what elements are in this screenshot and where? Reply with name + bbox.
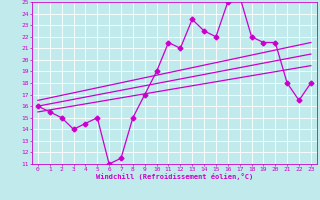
X-axis label: Windchill (Refroidissement éolien,°C): Windchill (Refroidissement éolien,°C) <box>96 173 253 180</box>
